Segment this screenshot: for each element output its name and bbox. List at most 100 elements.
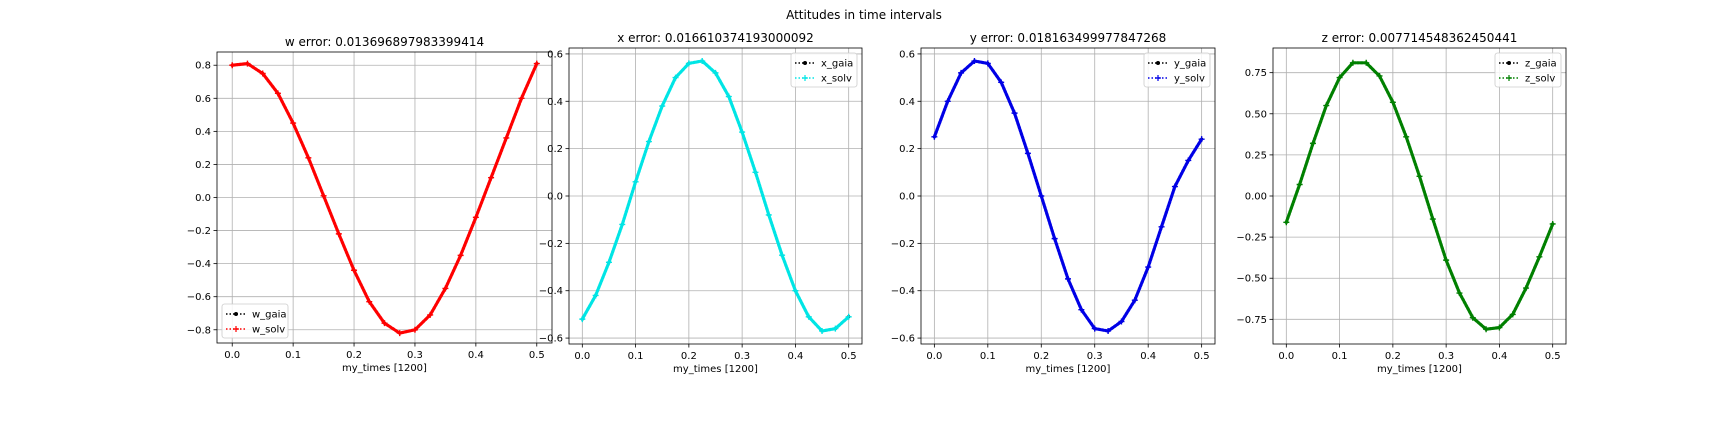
series-point-x_solv <box>579 316 586 323</box>
subplot-1: 0.0 0.1 0.2 0.3 0.4 0.5 −0.8 −0.6 −0.4 −0.2 0.0 0.2… <box>187 35 553 374</box>
series-point-z_solv <box>1403 133 1410 140</box>
legend-marker-w_solv <box>233 326 239 332</box>
x-tick-label: 0.5 <box>529 350 545 361</box>
series-point-y_solv <box>1131 297 1138 304</box>
series-point-y_solv <box>1078 306 1085 313</box>
subplot-title: w error: 0.013696897983399414 <box>285 35 484 49</box>
series-point-z_solv <box>1509 311 1516 318</box>
legend: x_gaia x_solv <box>790 52 858 88</box>
y-tick-label: −0.6 <box>187 292 211 303</box>
series-point-x_solv <box>819 327 826 334</box>
y-tick-label: 0.00 <box>1245 192 1267 203</box>
series-point-x_solv <box>645 138 652 145</box>
y-tick-label: −0.25 <box>1236 233 1267 244</box>
x-tick-label: 0.4 <box>787 351 803 362</box>
series-point-x_solv <box>592 292 599 299</box>
y-tick-label: 0.4 <box>195 127 211 138</box>
subplot-title: x error: 0.016610374193000092 <box>617 31 814 45</box>
series-point-x_solv <box>779 252 786 259</box>
series-point-w_solv <box>366 298 373 305</box>
series-point-w_solv <box>472 214 479 221</box>
x-tick-label: 0.0 <box>574 351 590 362</box>
series-point-z_solv <box>1483 326 1490 333</box>
series-point-x_solv <box>632 178 639 185</box>
y-tick-label: −0.4 <box>187 259 211 270</box>
subplot-title: y error: 0.018163499977847268 <box>970 31 1167 45</box>
y-tick-label: 0.4 <box>899 97 915 108</box>
legend-label-z_gaia: z_gaia <box>1525 59 1557 70</box>
legend-label-y_gaia: y_gaia <box>1174 59 1206 70</box>
series-point-z_solv <box>1496 324 1503 331</box>
series-point-w_solv <box>244 60 251 67</box>
series-point-y_solv <box>1198 136 1205 143</box>
series-point-w_solv <box>335 230 342 237</box>
series-point-w_solv <box>518 95 525 102</box>
x-axis-label: my_times [1200] <box>342 363 427 374</box>
series-point-w_solv <box>457 252 464 259</box>
figure-suptitle: Attitudes in time intervals <box>786 8 942 22</box>
x-tick-label: 0.5 <box>841 351 857 362</box>
y-tick-label: 0.6 <box>547 49 563 60</box>
series-point-y_solv <box>1158 223 1165 230</box>
legend-marker-z_gaia <box>1507 61 1511 65</box>
series-point-y_solv <box>931 133 938 140</box>
x-tick-label: 0.0 <box>926 351 942 362</box>
series-point-x_solv <box>752 169 759 176</box>
y-tick-label: −0.2 <box>891 239 915 250</box>
legend: y_gaia y_solv <box>1143 52 1211 88</box>
x-tick-label: 0.2 <box>1385 351 1401 362</box>
series-point-z_solv <box>1443 257 1450 264</box>
series-point-z_solv <box>1283 219 1290 226</box>
legend-marker-x_gaia <box>803 61 807 65</box>
y-tick-label: 0.2 <box>899 144 915 155</box>
series-point-y_solv <box>1118 318 1125 325</box>
x-tick-label: 0.0 <box>224 350 240 361</box>
series-point-z_solv <box>1416 173 1423 180</box>
series-point-y_solv <box>998 79 1005 86</box>
series-point-x_solv <box>739 129 746 136</box>
y-tick-label: −0.6 <box>891 334 915 345</box>
y-tick-label: 0.6 <box>195 94 211 105</box>
series-point-y_solv <box>1171 183 1178 190</box>
series-point-z_solv <box>1363 59 1370 66</box>
series-point-w_solv <box>274 90 281 97</box>
series-point-w_solv <box>290 120 297 127</box>
x-tick-label: 0.3 <box>407 350 423 361</box>
series-point-x_solv <box>685 60 692 67</box>
series-point-w_solv <box>427 311 434 318</box>
series-point-y_solv <box>984 60 991 67</box>
legend-label-x_gaia: x_gaia <box>821 59 853 70</box>
subplot-3: 0.0 0.1 0.2 0.3 0.4 0.5 −0.6 −0.4 −0.2 0.0 0.2 0.4 0… <box>891 31 1216 375</box>
series-point-z_solv <box>1536 253 1543 260</box>
series-point-z_solv <box>1523 285 1530 292</box>
series-point-w_solv <box>351 267 358 274</box>
series-point-x_solv <box>832 325 839 332</box>
x-tick-label: 0.2 <box>1033 351 1049 362</box>
x-tick-label: 0.4 <box>468 350 484 361</box>
series-point-x_solv <box>672 74 679 81</box>
y-tick-label: −0.8 <box>187 325 211 336</box>
y-tick-label: −0.2 <box>539 239 563 250</box>
series-point-x_solv <box>619 221 626 228</box>
legend-marker-z_solv <box>1506 75 1512 81</box>
x-tick-label: 0.1 <box>1332 351 1348 362</box>
y-tick-label: 0.50 <box>1245 109 1267 120</box>
series-point-w_solv <box>305 154 312 161</box>
series-point-w_solv <box>503 134 510 141</box>
legend-label-w_solv: w_solv <box>252 325 285 336</box>
series-point-z_solv <box>1376 72 1383 79</box>
series-point-w_solv <box>396 330 403 337</box>
y-tick-label: 0.2 <box>547 144 563 155</box>
y-tick-label: 0.25 <box>1245 150 1267 161</box>
series-point-w_solv <box>381 320 388 327</box>
x-axis-label: my_times [1200] <box>673 364 758 375</box>
subplot-4: 0.0 0.1 0.2 0.3 0.4 0.5 −0.75 −0.50 −0.25 0.00 0.2… <box>1236 31 1567 375</box>
series-point-w_solv <box>488 174 495 181</box>
series-point-y_solv <box>1145 264 1152 271</box>
series-point-w_solv <box>533 60 540 67</box>
x-tick-label: 0.3 <box>734 351 750 362</box>
x-tick-label: 0.2 <box>681 351 697 362</box>
series-point-w_solv <box>411 326 418 333</box>
series-point-w_solv <box>259 70 266 77</box>
